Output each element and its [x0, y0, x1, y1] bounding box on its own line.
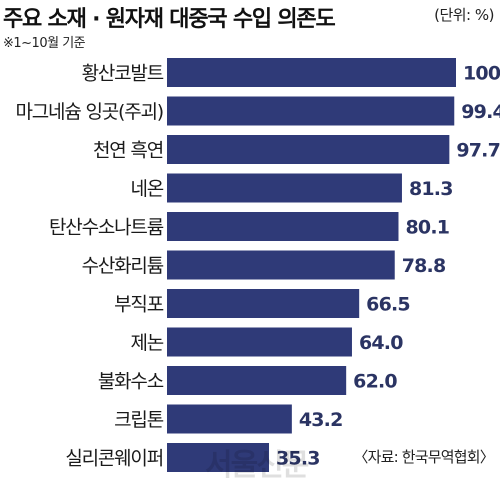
category-label: 제논 — [130, 332, 163, 354]
value-label: 35.3 — [276, 448, 320, 470]
bar — [167, 327, 352, 357]
value-label: 62.0 — [353, 371, 397, 393]
value-label: 99.4 — [461, 101, 500, 123]
bar — [167, 289, 360, 318]
bar — [167, 96, 455, 126]
category-label: 크립톤 — [114, 409, 164, 431]
category-label: 마그네슘 잉곳(주괴) — [15, 101, 163, 123]
category-label: 부직포 — [114, 294, 164, 316]
bar — [167, 404, 292, 434]
category-label: 실리콘웨이퍼 — [65, 448, 163, 470]
chart-title: 주요 소재 · 원자재 대중국 수입 의존도 — [3, 7, 336, 32]
unit-label: (단위: %) — [434, 6, 494, 24]
category-label: 천연 흑연 — [93, 140, 163, 162]
bar — [167, 250, 395, 280]
value-label: 100 — [463, 63, 500, 85]
bar — [167, 58, 456, 87]
value-label: 78.8 — [402, 255, 446, 277]
category-label: 황산코발트 — [82, 63, 164, 85]
bar — [167, 173, 402, 203]
category-label: 수산화리튬 — [82, 255, 164, 277]
bar — [167, 443, 270, 472]
value-label: 97.7 — [456, 140, 500, 162]
value-label: 81.3 — [409, 178, 453, 200]
category-label: 불화수소 — [98, 371, 164, 393]
category-label: 네온 — [130, 178, 163, 200]
period-note: ※1~10월 기준 — [3, 36, 86, 51]
value-label: 64.0 — [359, 332, 403, 354]
source-note: 〈자료: 한국무역협회〉 — [353, 448, 494, 466]
bar — [167, 366, 347, 395]
value-label: 80.1 — [405, 217, 449, 239]
value-label: 43.2 — [299, 409, 343, 431]
bar — [167, 135, 450, 164]
value-label: 66.5 — [366, 294, 410, 316]
category-label: 탄산수소나트륨 — [49, 217, 164, 239]
bar — [167, 212, 399, 241]
